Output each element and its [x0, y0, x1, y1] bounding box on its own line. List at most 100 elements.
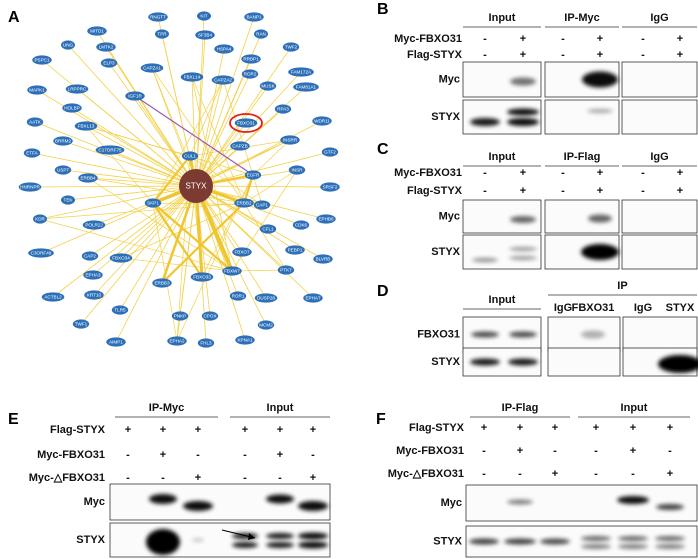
node [241, 69, 259, 79]
node-label: MCM2 [259, 323, 273, 328]
node-label: BLVRB [316, 257, 331, 262]
group-header: IP-Myc [564, 12, 599, 24]
band [507, 118, 539, 126]
edge [67, 185, 197, 201]
node-label: PSPC1 [34, 58, 50, 63]
node-label: CAPZA1 [143, 66, 161, 71]
sign: + [160, 424, 166, 436]
sign: - [518, 468, 522, 480]
band [509, 331, 537, 338]
node [303, 293, 323, 303]
sign: - [561, 185, 565, 197]
node-label: CAP2 [84, 254, 96, 259]
node-label: EPHA2 [169, 339, 185, 344]
node-label: ELP3 [103, 61, 115, 66]
edge [252, 174, 263, 206]
edge [120, 202, 245, 259]
node-label: C17ORF75 [98, 148, 122, 153]
node-label: ERBB3 [154, 281, 170, 286]
node [321, 147, 339, 157]
node-label: DUSP28 [257, 296, 275, 301]
panel-label: A [8, 9, 20, 26]
node [96, 42, 116, 52]
blot-frame [621, 61, 698, 98]
band [656, 504, 684, 510]
band [581, 536, 611, 541]
group-header: IP-Myc [149, 402, 184, 414]
band [266, 494, 294, 504]
node-label: FAM172A [291, 70, 312, 75]
node-label: RPA3 [277, 107, 289, 112]
edge-strong [160, 185, 198, 284]
node [235, 335, 255, 345]
panel-label: B [377, 1, 389, 18]
node [26, 117, 44, 127]
edge [119, 185, 197, 311]
node-label: MAPK1 [29, 88, 45, 93]
node-label: AATK [29, 120, 42, 125]
sign: - [594, 468, 598, 480]
blot-label: FBXO31 [417, 328, 460, 340]
node [32, 55, 52, 65]
node-label: FBXL14 [184, 75, 201, 80]
edge [195, 120, 323, 187]
node-label: FBXO33 [193, 275, 211, 280]
edge [151, 67, 197, 187]
row-label: Flag-STYX [407, 49, 463, 61]
sign: - [641, 167, 645, 179]
sign: + [125, 424, 131, 436]
node-label: TPR [157, 32, 167, 37]
edge [195, 185, 296, 251]
node [100, 58, 118, 68]
blot-frame [462, 234, 542, 270]
band [587, 109, 613, 113]
sign: + [630, 445, 636, 457]
node [253, 200, 271, 210]
node [285, 245, 305, 255]
node-label: FBXO34 [112, 256, 130, 261]
node-label: FBXL13 [78, 124, 95, 129]
node-label: EPHA7 [305, 296, 321, 301]
node-label: PEBP1 [288, 248, 303, 253]
node [197, 11, 211, 21]
node [234, 118, 258, 128]
band [470, 358, 500, 366]
node [111, 305, 129, 315]
node [254, 293, 278, 303]
group-header: IgG [650, 12, 668, 24]
node [181, 151, 199, 161]
node [41, 292, 65, 302]
sign: - [278, 472, 282, 484]
node [222, 266, 242, 276]
group-header: IP-Flag [564, 151, 601, 163]
sign: + [597, 185, 603, 197]
sign: + [677, 33, 683, 45]
edge-strong [152, 155, 191, 204]
edge-strong [152, 202, 233, 272]
band [507, 108, 539, 116]
node [140, 63, 164, 73]
node-label: TEK [64, 198, 74, 203]
edge [201, 174, 254, 278]
blot-frame [621, 234, 698, 270]
sign: + [597, 49, 603, 61]
node [78, 173, 98, 183]
node [23, 148, 41, 158]
band [510, 77, 536, 86]
sign: + [195, 424, 201, 436]
sign: - [668, 445, 672, 457]
node-label: MUSK [261, 84, 275, 89]
node [201, 311, 219, 321]
blot-frame [622, 316, 698, 353]
sign: - [483, 49, 487, 61]
node-label: UNG [63, 43, 74, 48]
node [257, 320, 275, 330]
edge-strong [152, 202, 203, 278]
band [655, 536, 685, 541]
sign: + [593, 422, 599, 434]
node [148, 12, 168, 22]
sign: + [277, 449, 283, 461]
row-label: Flag-STYX [409, 422, 465, 434]
sign: + [520, 49, 526, 61]
node-label: SKP1 [147, 201, 159, 206]
